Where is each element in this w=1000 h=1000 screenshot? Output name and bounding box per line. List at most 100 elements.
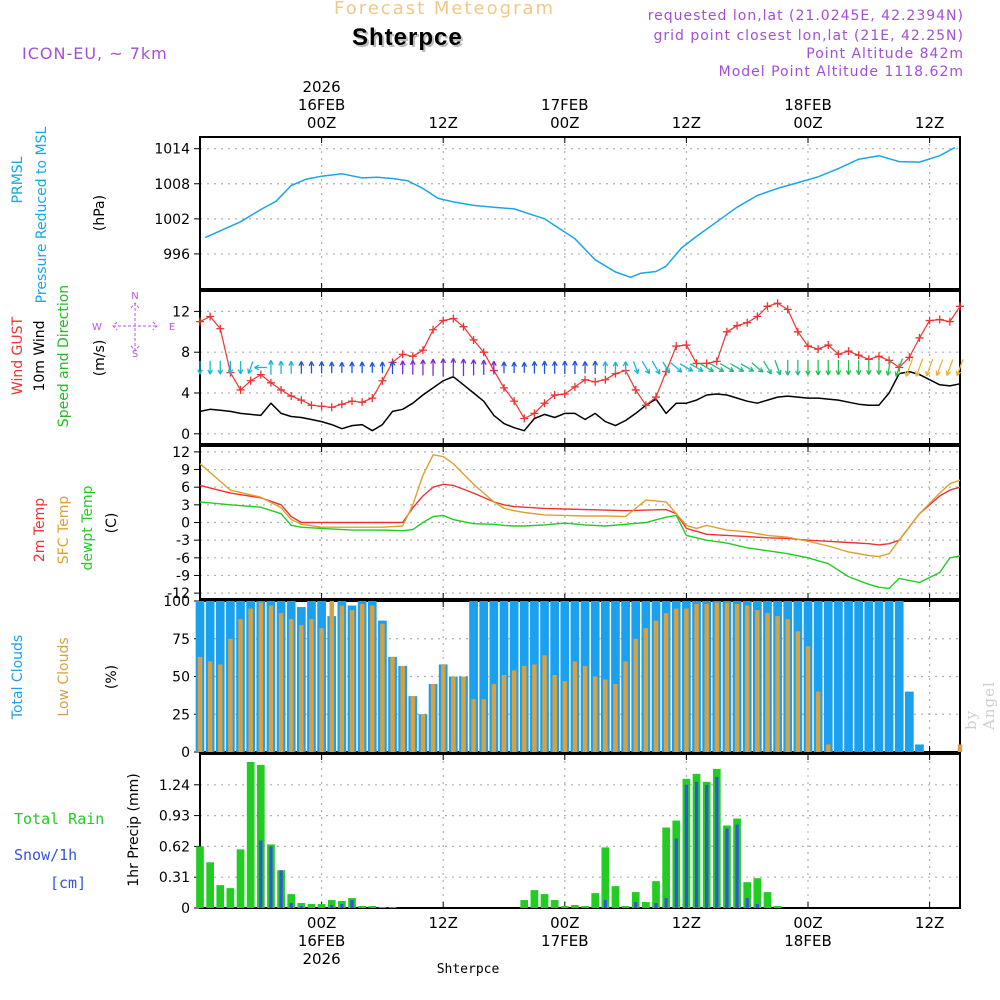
low-cloud-bar — [542, 655, 547, 752]
gust-marker — [469, 335, 478, 344]
top-time-label: 18FEB — [784, 96, 831, 114]
y-tick-label: 3 — [181, 498, 190, 514]
wind-10m-label: 10m Wind — [32, 320, 48, 391]
gust-marker — [844, 347, 853, 356]
wind-direction-arrow — [622, 361, 629, 374]
pressure-line — [204, 146, 956, 279]
wind-direction-arrow — [328, 361, 335, 374]
low-cloud-bar — [957, 744, 963, 752]
low-cloud-bar — [501, 674, 507, 752]
rain-bar — [652, 881, 660, 908]
gust-marker — [277, 385, 286, 394]
y-tick-label: 1008 — [154, 177, 190, 193]
temp-line-1 — [199, 454, 961, 558]
low-cloud-bar — [228, 638, 233, 752]
snow-bar — [735, 824, 739, 908]
rain-bar — [226, 888, 235, 908]
wind-compass: N S W E — [92, 291, 175, 360]
rain-bar — [327, 900, 336, 908]
wind-direction-arrow — [247, 361, 254, 375]
model-point-altitude: Model Point Altitude 1118.62m — [718, 64, 964, 80]
wind-direction-arrow — [935, 359, 944, 377]
low-cloud-bar — [420, 714, 426, 752]
gust-marker — [327, 403, 336, 412]
wind-speed-direction-label: Speed and Direction — [56, 285, 72, 427]
wind-direction-arrow — [612, 361, 619, 374]
low-cloud-bar — [400, 665, 405, 752]
wind-gust-line — [199, 302, 961, 420]
low-cloud-bar — [329, 601, 334, 752]
compass-w: W — [92, 322, 102, 333]
wind-direction-arrow — [679, 363, 694, 372]
gust-marker — [530, 409, 539, 418]
low-cloud-bar — [461, 676, 466, 752]
gust-marker — [956, 302, 964, 311]
panel-frame-pressure — [199, 136, 961, 290]
gust-marker — [885, 356, 894, 365]
panel-frame-precipitation — [199, 753, 961, 909]
gust-marker — [358, 398, 367, 407]
wind-direction-arrow — [582, 361, 588, 374]
low-cloud-bar — [755, 610, 760, 752]
gust-marker — [570, 382, 579, 391]
total-cloud-bar — [813, 601, 823, 752]
bottom-time-label: 18FEB — [784, 932, 831, 950]
low-clouds-label: Low Clouds — [56, 637, 72, 716]
rain-bar — [246, 761, 255, 908]
total-cloud-bar — [469, 601, 478, 752]
rain-bar — [216, 885, 225, 908]
wind-direction-arrow — [751, 362, 764, 373]
low-cloud-bar — [309, 619, 314, 752]
rain-bar — [378, 907, 387, 908]
gust-marker — [216, 324, 225, 333]
bottom-time-label: 12Z — [915, 914, 944, 932]
y-tick-label: 12 — [172, 304, 190, 320]
total-cloud-bar — [915, 744, 924, 752]
bottom-time-label: 00Z — [307, 914, 336, 932]
wind-direction-arrow — [825, 359, 832, 376]
low-cloud-bar — [826, 744, 831, 752]
requested-point: requested lon,lat (21.0245E, 42.2394N) — [647, 8, 964, 24]
wind-direction-arrow — [430, 358, 436, 376]
wind-direction-arrow — [689, 363, 704, 372]
wind-direction-arrow — [531, 361, 538, 374]
gust-marker — [834, 350, 843, 359]
point-altitude: Point Altitude 842m — [806, 46, 964, 62]
rain-bar — [368, 906, 377, 908]
y-tick-label: 6 — [181, 480, 190, 496]
gust-marker — [429, 325, 438, 334]
low-cloud-bar — [815, 691, 821, 752]
wind-direction-arrow — [835, 360, 842, 376]
low-cloud-bar — [258, 602, 264, 752]
total-cloud-bar — [854, 601, 864, 752]
rain-bar — [763, 892, 772, 908]
rain-bar — [642, 902, 650, 908]
gust-marker — [692, 359, 701, 368]
rain-bar — [591, 893, 600, 908]
wind-direction-arrow — [876, 360, 882, 375]
total-cloud-bar — [884, 601, 894, 752]
wind-direction-arrow — [719, 363, 735, 373]
gust-marker — [743, 318, 752, 327]
wind-direction-arrow — [572, 360, 578, 374]
bottom-time-label: 00Z — [550, 914, 579, 932]
gust-marker — [206, 312, 215, 321]
y-tick-label: 12 — [172, 445, 190, 461]
rain-bar — [206, 862, 214, 908]
y-tick-label: -9 — [176, 568, 190, 584]
wind-direction-arrow — [511, 361, 517, 373]
low-cloud-bar — [724, 602, 730, 752]
gust-marker — [449, 314, 458, 323]
wind-direction-arrow — [865, 360, 872, 375]
low-cloud-bar — [805, 646, 811, 752]
bottom-time-label: 17FEB — [541, 932, 588, 950]
low-cloud-bar — [410, 696, 416, 752]
total-rain-label: Total Rain — [14, 810, 104, 828]
wind-direction-arrow — [784, 359, 791, 376]
gust-marker — [652, 393, 660, 402]
gust-marker — [793, 327, 802, 336]
wind-direction-arrow — [763, 360, 772, 375]
snow-bar — [269, 846, 273, 908]
gust-marker — [631, 385, 640, 394]
top-time-label: 12Z — [429, 114, 458, 132]
